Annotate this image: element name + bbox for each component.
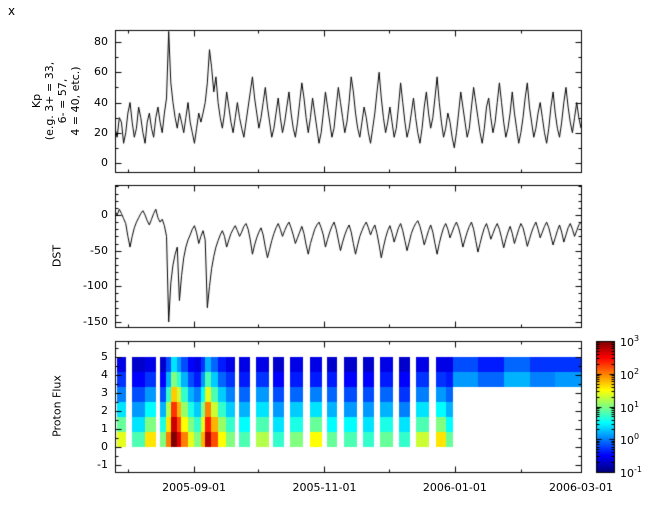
colorbar-tick-base: 10 (620, 434, 634, 448)
flux-ytick-label: -1 (97, 457, 108, 471)
kp-ytick-label: 40 (94, 95, 108, 109)
colorbar-tick-base: 10 (620, 335, 634, 349)
dst-ytick-label: -150 (83, 315, 108, 328)
dst-ytick-label: 0 (101, 207, 108, 221)
colorbar-tick-base: 10 (620, 466, 634, 480)
flux-ytick-label: 4 (101, 368, 108, 382)
colorbar-tick-exponent: 2 (634, 366, 640, 376)
kp-ytick-label: 0 (101, 155, 108, 169)
kp-axis-label-line: 6- = 57, (56, 78, 69, 124)
colorbar-tick-exponent: 1 (634, 399, 640, 409)
flux-ytick-label: 0 (101, 439, 108, 453)
date-tick-label: 2005-11-01 (292, 481, 357, 494)
colorbar-tick-label: 103 (620, 333, 639, 349)
flux-ytick-label: 1 (101, 421, 108, 435)
kp-axis-label-line: (e.g. 3+ = 33, (43, 61, 56, 141)
dst-ytick-label: -50 (90, 243, 108, 257)
date-tick-label: 2005-09-01 (162, 481, 227, 494)
date-tick-label: 2006-01-01 (422, 481, 487, 494)
kp-axis-label: Kp (e.g. 3+ = 33, 6- = 57, 4 = 40, etc.) (30, 62, 82, 140)
kp-ytick-label: 20 (94, 125, 108, 139)
dst-ytick-label: -100 (83, 279, 108, 293)
colorbar-tick-exponent: 3 (634, 334, 640, 344)
colorbar-tick-base: 10 (620, 368, 634, 382)
flux-ytick-label: 5 (101, 350, 108, 364)
kp-axis-label-line: 4 = 40, etc.) (69, 66, 82, 136)
proton-flux-axis-label: Proton Flux (50, 375, 64, 437)
date-tick-label: 2006-03-01 (549, 481, 613, 494)
colorbar-tick-exponent: -1 (634, 465, 642, 475)
flux-ytick-label: 2 (101, 403, 108, 417)
colorbar-tick-exponent: 0 (634, 432, 640, 442)
colorbar-tick-label: 100 (620, 431, 639, 447)
kp-ytick-label: 80 (94, 35, 108, 49)
colorbar-tick-label: 102 (620, 366, 639, 382)
colorbar-tick-label: 10-1 (620, 464, 642, 480)
flux-ytick-label: 3 (101, 386, 108, 400)
kp-ytick-label: 60 (94, 65, 108, 79)
kp-axis-label-line: Kp (30, 93, 43, 109)
colorbar-tick-label: 101 (620, 399, 639, 415)
dst-axis-label: DST (50, 244, 64, 268)
colorbar-tick-base: 10 (620, 401, 634, 415)
